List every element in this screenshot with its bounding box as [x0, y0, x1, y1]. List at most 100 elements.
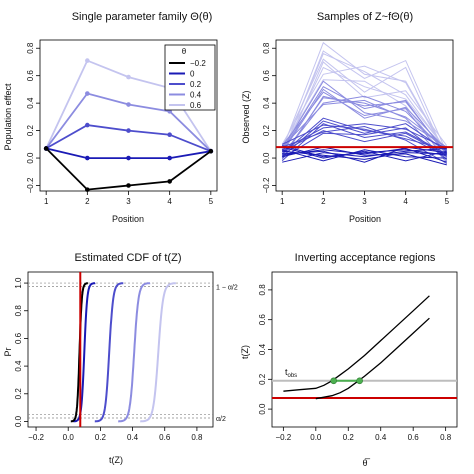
- panel-4-xtick-label: 0.0: [310, 433, 322, 442]
- panel-4-ytick-label: 0.8: [258, 284, 267, 296]
- panel-3-ylabel: Pr: [3, 347, 13, 356]
- panel-1-ytick-label: 0.6: [26, 70, 35, 82]
- panel-3-ytick-label: 0.0: [14, 415, 23, 427]
- sample-line: [281, 53, 448, 155]
- cdf-curve: [73, 282, 96, 423]
- reference-label: α/2: [216, 416, 226, 423]
- panel-1-xtick-label: 1: [44, 197, 49, 206]
- panel-4-xtick-label: 0.6: [408, 433, 420, 442]
- family-point: [126, 155, 131, 161]
- panel-3-ytick-label: 0.6: [14, 332, 23, 344]
- sample-line: [281, 120, 448, 158]
- sample-line: [281, 58, 448, 159]
- family-point: [167, 155, 172, 161]
- panel-4-frame: [271, 271, 458, 428]
- legend-box: [164, 44, 216, 111]
- sample-line: [281, 130, 448, 156]
- panel-4-xtick-label: 0.2: [343, 433, 355, 442]
- sample-line: [281, 80, 448, 151]
- panel-3-title: Estimated CDF of t(Z): [75, 252, 182, 264]
- panel-3-xtick-label: 0.6: [159, 433, 171, 442]
- panel-2-ytick-label: −0.2: [262, 177, 271, 193]
- sample-line: [281, 65, 448, 156]
- legend-entry-label: 0: [190, 70, 195, 79]
- legend-entry-label: −0.2: [190, 59, 206, 68]
- panel-1-ytick-label: 0.2: [26, 124, 35, 136]
- sample-line: [281, 66, 448, 153]
- family-point: [85, 91, 90, 96]
- panel-1-xtick-label: 2: [85, 197, 90, 206]
- sample-line: [281, 61, 448, 159]
- panel-1-title: Single parameter family Θ(θ): [72, 11, 213, 23]
- family-point: [85, 155, 90, 161]
- cdf-curve: [118, 282, 151, 423]
- panel-samples: Samples of Z~fΘ(θ) Position Observed (Z)…: [241, 11, 454, 224]
- panel-1-xlabel: Position: [112, 214, 144, 224]
- sample-line: [281, 95, 448, 160]
- sample-line: [281, 124, 447, 151]
- family-point: [43, 146, 49, 151]
- panel-3-ytick-label: 0.8: [14, 305, 23, 317]
- panel-1-ylabel: Population effect: [3, 83, 13, 150]
- sample-line: [281, 123, 448, 162]
- panel-2-ytick-label: 0.8: [262, 42, 271, 54]
- panel-family: Single parameter family Θ(θ) Position Po…: [3, 11, 218, 224]
- family-point: [126, 128, 131, 133]
- panel-4-ytick-label: 0.2: [258, 373, 267, 385]
- sample-line: [281, 123, 448, 151]
- panel-4-xtick-label: 0.4: [375, 433, 387, 442]
- panel-2-xtick-label: 1: [280, 197, 285, 206]
- panel-2-ytick-label: 0.4: [262, 97, 271, 109]
- family-point: [85, 122, 90, 128]
- panel-4-ytick-label: 0.6: [258, 314, 267, 326]
- panel-4-xtick-label: 0.8: [440, 433, 452, 442]
- family-point: [208, 148, 214, 154]
- panel-2-xtick-label: 2: [321, 197, 326, 206]
- acceptance-boundary: [315, 317, 430, 400]
- panel-2-ylabel: Observed (Z): [241, 90, 251, 143]
- panel-2-title: Samples of Z~fΘ(θ): [317, 11, 413, 23]
- interval-endpoint: [330, 377, 337, 385]
- legend-entry-label: 0.2: [190, 80, 202, 89]
- panel-1-xtick-label: 3: [126, 197, 131, 206]
- sample-line: [281, 127, 448, 160]
- panel-3-xtick-label: −0.2: [28, 433, 44, 442]
- panel-4-ylabel: t(Z): [240, 345, 250, 359]
- panel-2-ytick-label: 0.0: [262, 152, 271, 164]
- family-point: [85, 187, 90, 192]
- panel-1-ytick-label: 0.0: [26, 152, 35, 164]
- sample-line: [282, 147, 447, 163]
- panel-2-xtick-label: 5: [445, 197, 450, 206]
- sample-line: [281, 41, 448, 155]
- panel-cdf: Estimated CDF of t(Z) t(Z) Pr −0.2 0.0 0.2…: [3, 252, 238, 465]
- sample-line: [281, 95, 448, 156]
- panel-1-ytick-label: −0.2: [26, 177, 35, 193]
- family-point: [85, 58, 90, 63]
- legend-title: θ: [182, 47, 187, 56]
- sample-line: [281, 79, 448, 160]
- panel-4-xlabel: θ̅: [362, 458, 370, 468]
- panel-1-ytick-label: 0.4: [26, 97, 35, 109]
- interval-endpoint: [356, 377, 363, 385]
- family-point: [126, 183, 131, 188]
- panel-3-xlabel: t(Z): [109, 455, 123, 465]
- t-obs-label: tobs: [285, 367, 297, 379]
- panel-3-frame: [27, 271, 214, 428]
- sample-line: [282, 146, 447, 163]
- panel-3-ytick-label: 0.2: [14, 388, 23, 400]
- family-point: [167, 132, 172, 138]
- panel-4-ytick-label: 0.4: [258, 343, 267, 355]
- cdf-curve: [140, 282, 176, 423]
- panel-2-xtick-label: 3: [362, 197, 367, 206]
- panel-3-ytick-label: 0.4: [14, 360, 23, 372]
- panel-inversion: Inverting acceptance regions θ̅ t(Z) −0.…: [240, 252, 458, 468]
- sample-line: [282, 145, 447, 158]
- cdf-curve: [94, 282, 124, 423]
- acceptance-boundary: [283, 295, 430, 392]
- panel-1-legend: θ −0.2 00.2 0.40.6: [164, 44, 216, 111]
- t-obs-subscript: obs: [287, 373, 297, 379]
- panel-2-ytick-label: 0.6: [262, 70, 271, 82]
- panel-3-xtick-label: 0.8: [191, 433, 203, 442]
- panel-3-ytick-label: 1.0: [14, 277, 23, 289]
